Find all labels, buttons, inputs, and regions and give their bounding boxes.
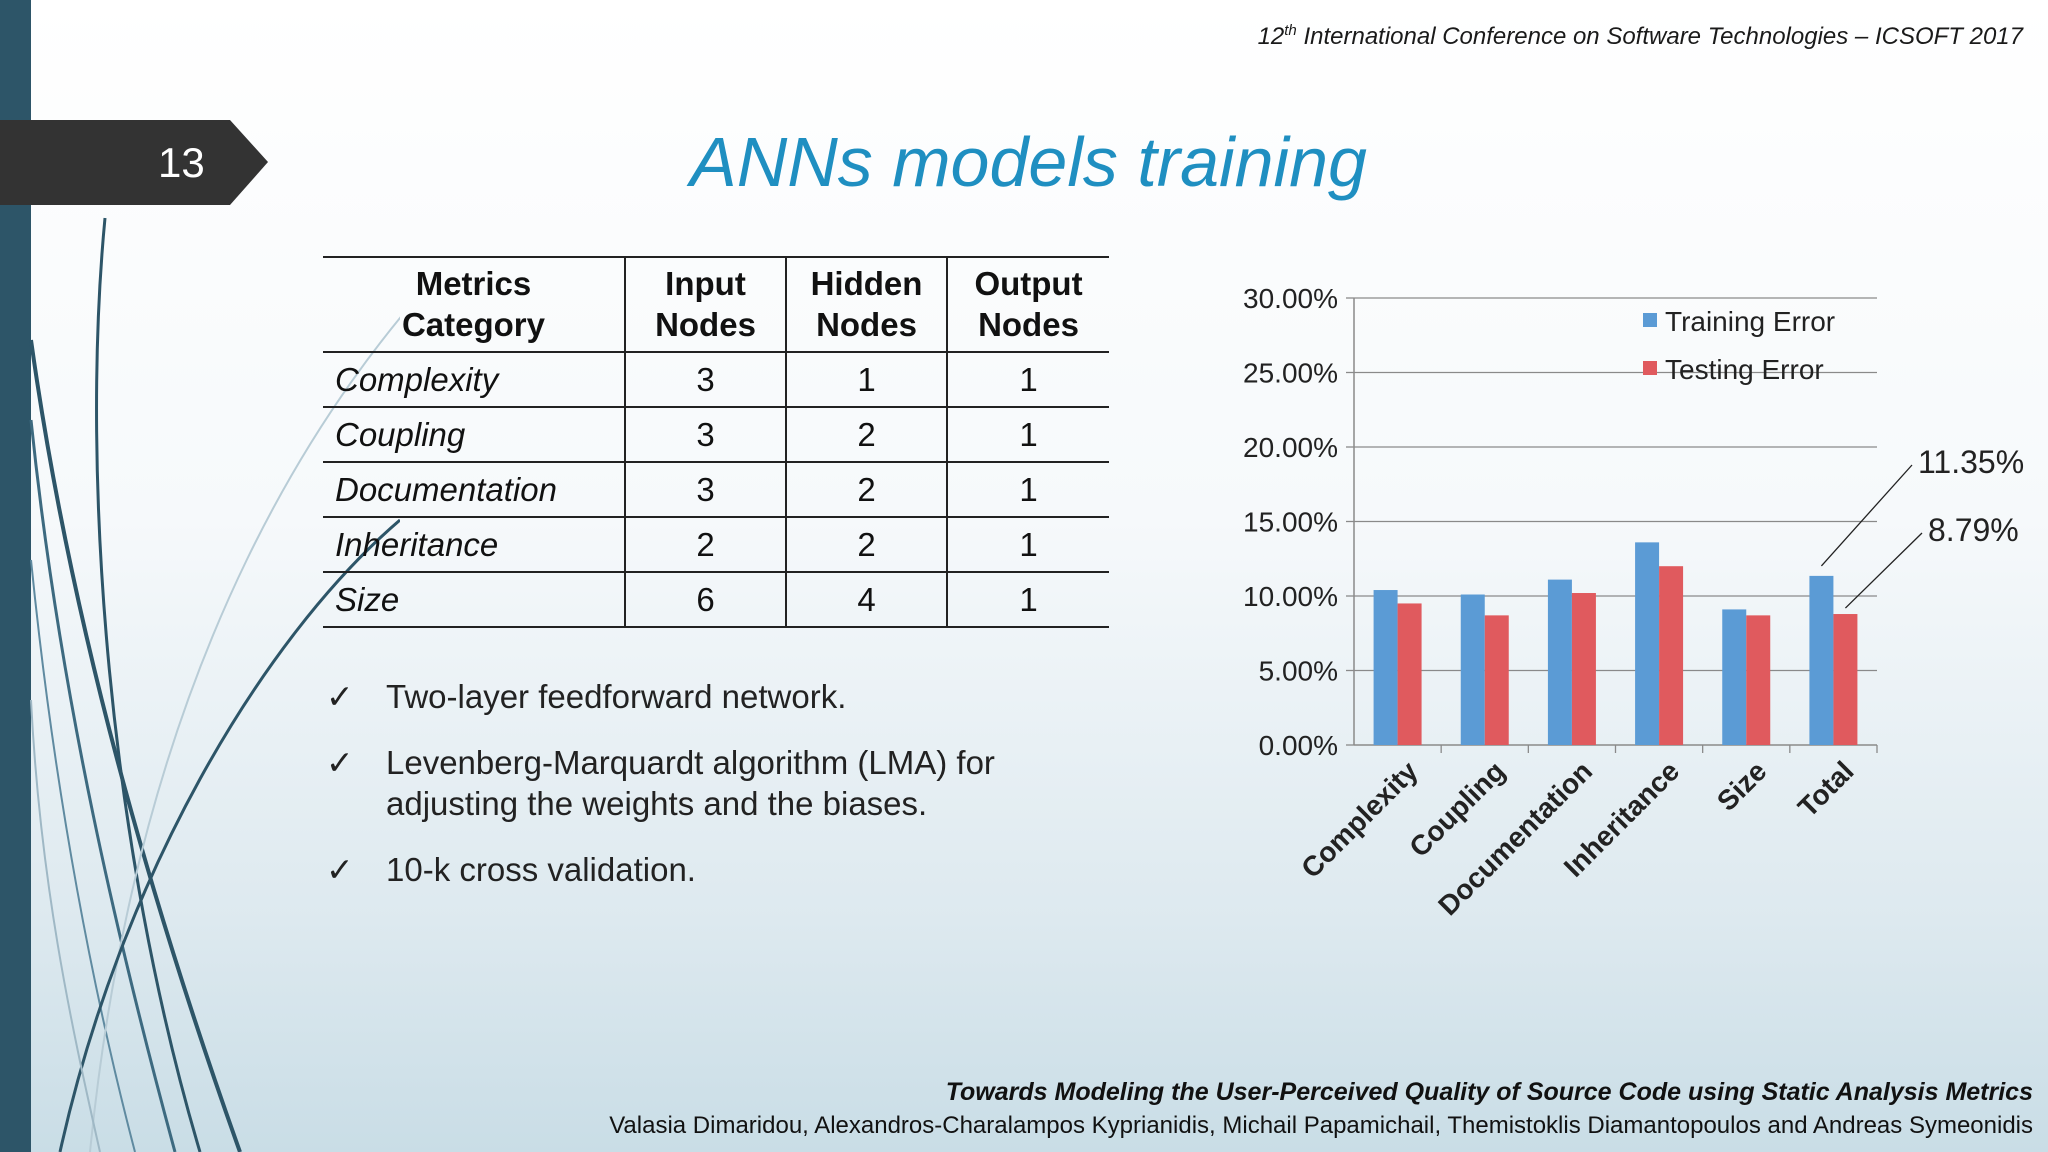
cell-category: Size — [323, 572, 625, 628]
footer-paper-title: Towards Modeling the User-Perceived Qual… — [945, 1078, 2033, 1106]
checkmark-icon: ✓ — [326, 678, 354, 715]
annotation-training-total: 11.35% — [1918, 444, 2024, 480]
list-item: ✓ Two-layer feedforward network. — [320, 676, 1100, 717]
annotation-leader-line — [1844, 532, 1923, 609]
checkmark-icon: ✓ — [326, 851, 354, 888]
y-tick-label: 30.00% — [1243, 283, 1338, 314]
conference-number: 12 — [1257, 23, 1285, 50]
table-header-row: Metrics Category Input Nodes Hidden Nodes O… — [323, 256, 1109, 353]
list-item: ✓ 10-k cross validation. — [320, 849, 1100, 890]
bar-testing-error-inheritance — [1659, 566, 1684, 745]
cell-category: Documentation — [323, 462, 625, 518]
bullet-text: Two-layer feedforward network. — [386, 678, 847, 715]
annotation-testing-total: 8.79% — [1928, 512, 2019, 548]
conference-header: 12th International Conference on Softwar… — [1258, 22, 2023, 51]
cell-output-nodes: 1 — [946, 407, 1109, 463]
cell-input-nodes: 3 — [624, 462, 786, 518]
cell-output-nodes: 1 — [946, 517, 1109, 573]
header-metrics-category: Metrics Category — [323, 256, 625, 353]
x-tick-label: Total — [1792, 755, 1860, 823]
cell-input-nodes: 2 — [624, 517, 786, 573]
cell-hidden-nodes: 2 — [785, 462, 947, 518]
cell-category: Inheritance — [323, 517, 625, 573]
bullet-text: Levenberg-Marquardt algorithm (LMA) for — [386, 744, 995, 781]
bar-training-error-complexity — [1373, 590, 1398, 745]
bullet-list: ✓ Two-layer feedforward network. ✓ Leven… — [320, 676, 1100, 915]
table-row: Size 6 4 1 — [323, 572, 1109, 628]
cell-input-nodes: 3 — [624, 407, 786, 463]
header-output-nodes: Output Nodes — [946, 256, 1109, 353]
legend-swatch — [1643, 361, 1657, 375]
cell-hidden-nodes: 4 — [785, 572, 947, 628]
legend-label: Testing Error — [1665, 354, 1824, 385]
cell-category: Complexity — [323, 352, 625, 408]
error-bar-chart: 0.00% 5.00% 10.00% 15.00% 20.00% 25.00% 30.00%… — [1243, 283, 2024, 921]
bar-testing-error-size — [1746, 615, 1771, 745]
cell-category: Coupling — [323, 407, 625, 463]
cell-hidden-nodes: 2 — [785, 517, 947, 573]
y-tick-label: 10.00% — [1243, 581, 1338, 612]
y-tick-label: 20.00% — [1243, 432, 1338, 463]
cell-hidden-nodes: 2 — [785, 407, 947, 463]
legend-label: Training Error — [1665, 306, 1835, 337]
bar-testing-error-coupling — [1484, 615, 1509, 745]
cell-hidden-nodes: 1 — [785, 352, 947, 408]
bar-training-error-size — [1722, 609, 1747, 745]
bar-training-error-total — [1809, 575, 1834, 745]
x-tick-label: Size — [1711, 755, 1773, 817]
conference-name: International Conference on Software Tec… — [1296, 23, 2023, 50]
y-tick-label: 25.00% — [1243, 358, 1338, 389]
table-row: Documentation 3 2 1 — [323, 462, 1109, 518]
bar-training-error-coupling — [1460, 594, 1485, 745]
table-row: Coupling 3 2 1 — [323, 407, 1109, 463]
table-row: Inheritance 2 2 1 — [323, 517, 1109, 573]
bullet-text-continued: adjusting the weights and the biases. — [386, 785, 928, 822]
y-tick-label: 0.00% — [1259, 730, 1338, 761]
list-item: ✓ Levenberg-Marquardt algorithm (LMA) fo… — [320, 742, 1100, 824]
y-tick-label: 5.00% — [1259, 656, 1338, 687]
cell-output-nodes: 1 — [946, 462, 1109, 518]
table-row: Complexity 3 1 1 — [323, 352, 1109, 408]
checkmark-icon: ✓ — [326, 744, 354, 781]
header-hidden-nodes: Hidden Nodes — [785, 256, 947, 353]
slide-title: ANNs models training — [690, 123, 1367, 201]
x-tick-label: Documentation — [1432, 755, 1598, 921]
metrics-table: Metrics Category Input Nodes Hidden Nodes O… — [323, 256, 1109, 628]
conference-ordinal: th — [1284, 22, 1297, 39]
cell-input-nodes: 3 — [624, 352, 786, 408]
cell-output-nodes: 1 — [946, 572, 1109, 628]
x-tick-label: Complexity — [1295, 755, 1424, 884]
bar-training-error-inheritance — [1635, 542, 1660, 745]
bar-testing-error-documentation — [1571, 593, 1596, 745]
cell-output-nodes: 1 — [946, 352, 1109, 408]
bar-testing-error-complexity — [1397, 603, 1422, 745]
footer-authors: Valasia Dimaridou, Alexandros-Charalampo… — [609, 1112, 2033, 1139]
annotation-leader-line — [1820, 464, 1913, 567]
slide-number: 13 — [158, 139, 205, 186]
bar-testing-error-total — [1833, 614, 1858, 745]
y-tick-label: 15.00% — [1243, 507, 1338, 538]
header-input-nodes: Input Nodes — [624, 256, 786, 353]
decorative-swooshes — [29, 217, 400, 1152]
legend-swatch — [1643, 313, 1657, 327]
bar-training-error-documentation — [1547, 579, 1572, 745]
slide-number-tab — [0, 120, 268, 205]
cell-input-nodes: 6 — [624, 572, 786, 628]
bullet-text: 10-k cross validation. — [386, 851, 696, 888]
